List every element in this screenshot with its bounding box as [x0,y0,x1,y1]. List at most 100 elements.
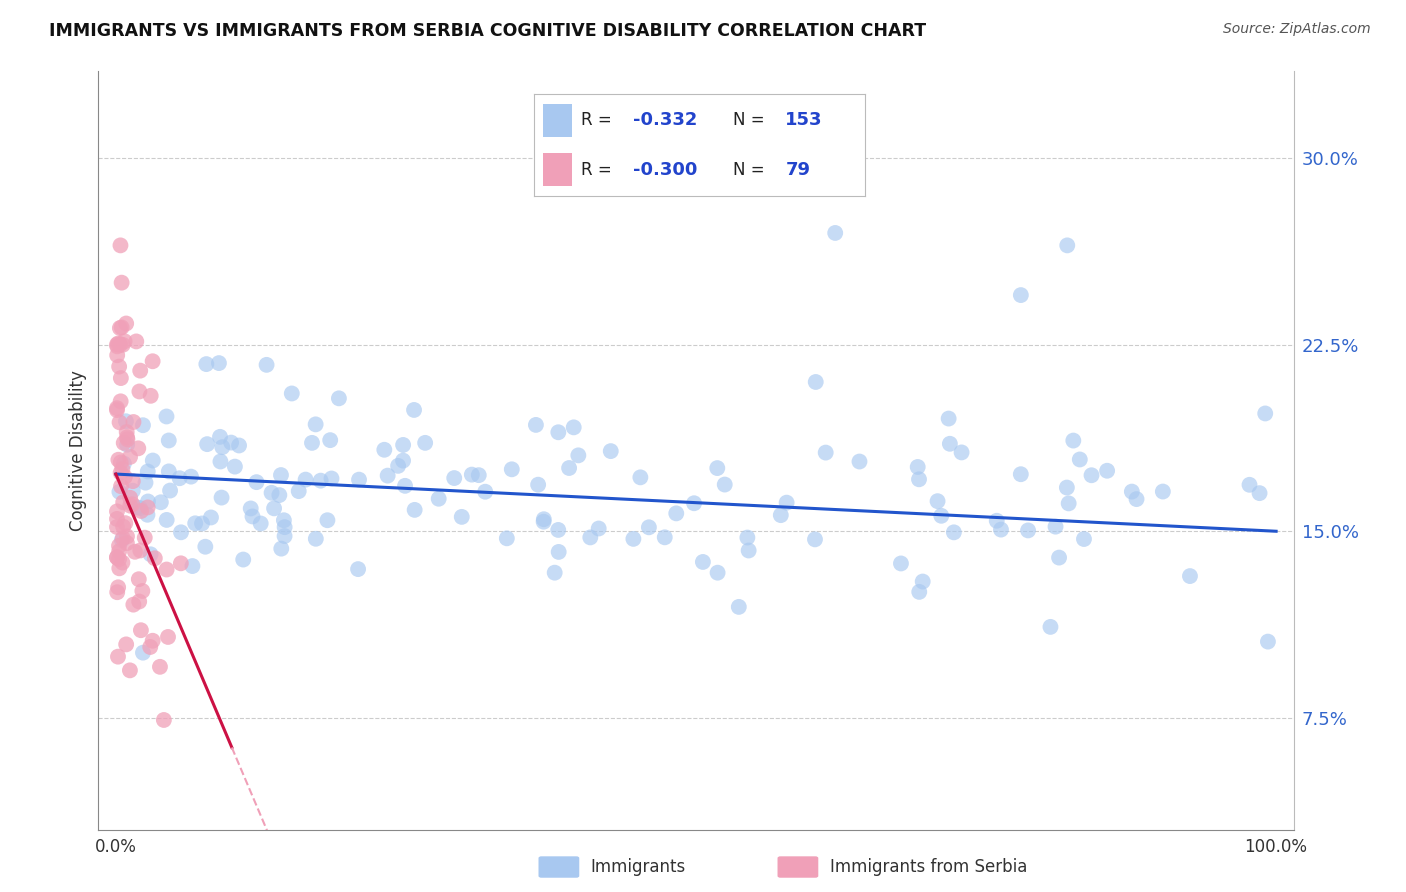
Point [125,334,148,349]
Point [1121,484,1143,499]
Point [848,454,870,468]
Point [117,433,139,447]
Point [122,415,145,429]
Point [195,357,218,371]
Point [121,483,143,498]
Point [273,529,295,543]
Point [1047,550,1070,565]
Point [1239,477,1261,491]
Point [139,547,162,561]
Point [195,437,218,451]
Point [157,434,180,448]
Point [814,445,837,459]
Bar [543,104,572,136]
Point [692,555,714,569]
Bar [543,153,572,186]
Point [474,484,496,499]
Point [181,559,204,574]
Point [112,495,135,509]
Point [110,238,132,252]
Point [114,334,136,349]
Point [392,438,415,452]
Point [628,470,651,484]
Point [392,453,415,467]
Text: R =: R = [581,161,617,178]
Point [737,531,759,545]
Point [194,540,217,554]
Point [111,338,134,352]
Point [114,516,136,530]
Point [129,364,152,378]
Point [115,425,138,439]
Point [149,660,172,674]
Point [427,491,450,506]
Point [404,503,426,517]
Point [128,594,150,608]
Point [316,513,339,527]
Point [579,530,602,544]
Point [105,520,128,534]
Point [111,531,134,545]
Point [110,394,132,409]
Point [110,479,132,493]
Text: -0.332: -0.332 [633,112,697,129]
Point [249,516,271,531]
Point [107,580,129,594]
Point [804,375,827,389]
Point [547,523,569,537]
Point [105,504,128,518]
Point [115,430,138,444]
Point [727,599,749,614]
Point [1073,532,1095,546]
Point [501,462,523,476]
Point [139,389,162,403]
Point [305,532,328,546]
Point [157,464,180,478]
Point [1257,634,1279,648]
Point [558,461,581,475]
Point [170,525,193,540]
Point [136,465,159,479]
Point [533,515,555,529]
Point [129,501,152,516]
Point [208,430,231,444]
Text: R =: R = [581,112,617,129]
Point [245,475,267,490]
Point [125,500,148,515]
Point [132,646,155,660]
Text: Source: ZipAtlas.com: Source: ZipAtlas.com [1223,22,1371,37]
Point [1249,486,1271,500]
Point [129,624,152,638]
Text: Immigrants: Immigrants [591,858,686,876]
Point [1095,464,1118,478]
Point [108,552,131,566]
Point [533,512,555,526]
Point [169,471,191,485]
Point [112,436,135,450]
Point [737,543,759,558]
Point [1010,467,1032,482]
Point [1062,434,1084,448]
Point [638,520,661,534]
Point [142,453,165,467]
Point [387,458,409,473]
Point [281,386,304,401]
Point [115,317,138,331]
Point [219,435,242,450]
Point [159,483,181,498]
Y-axis label: Cognitive Disability: Cognitive Disability [69,370,87,531]
Point [450,509,472,524]
Text: -0.300: -0.300 [633,161,697,178]
Point [468,468,491,483]
Point [110,455,132,469]
Point [111,276,134,290]
Point [155,409,177,424]
Point [908,585,931,599]
Point [170,557,193,571]
Point [908,472,931,486]
Point [621,532,644,546]
Point [105,348,128,362]
Point [256,358,278,372]
Point [118,664,141,678]
Point [115,529,138,543]
